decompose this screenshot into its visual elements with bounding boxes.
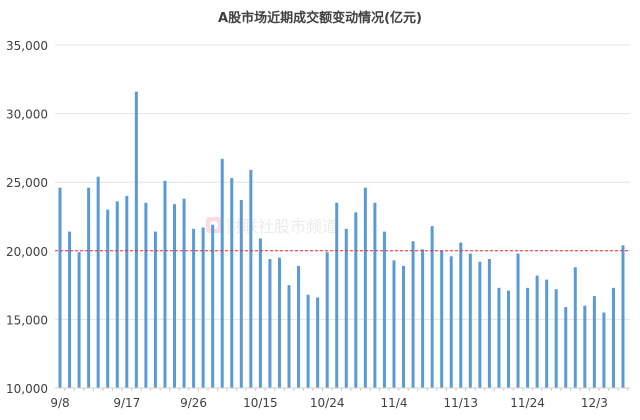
- bar-9/17: [125, 195, 129, 388]
- bar-10/22: [306, 294, 310, 388]
- bar-9/24: [173, 204, 177, 388]
- bar-10/30: [363, 187, 367, 388]
- bar-11/7: [421, 249, 425, 388]
- bar-12/4: [602, 312, 606, 388]
- bar-9/30: [211, 224, 215, 388]
- chart-title: A股市场近期成交额变动情况(亿元): [218, 11, 422, 26]
- x-tick-label: 11/24: [510, 396, 545, 410]
- x-tick-label: 12/3: [581, 396, 608, 410]
- bar-10/15: [258, 238, 262, 388]
- bar-10/29: [354, 212, 358, 388]
- y-tick-label: 35,000: [6, 39, 48, 53]
- bar-12/1: [573, 267, 577, 388]
- bar-10/17: [277, 257, 281, 388]
- x-tick-label: 10/15: [243, 396, 278, 410]
- svg-text:财联社股市频道: 财联社股市频道: [226, 217, 338, 236]
- bar-10/16: [268, 259, 272, 388]
- bar-11/11: [440, 250, 444, 388]
- bar-9/8: [58, 187, 62, 388]
- bar-11/4: [392, 260, 396, 388]
- bar-11/12: [449, 256, 453, 388]
- bar-10/13: [239, 200, 243, 388]
- bar-10/24: [325, 252, 329, 388]
- bar-9/22: [153, 231, 157, 388]
- bar-10/23: [316, 297, 320, 388]
- y-tick-label: 30,000: [6, 108, 48, 122]
- bar-11/26: [545, 279, 549, 388]
- bar-11/3: [382, 231, 386, 388]
- bar-9/16: [115, 201, 119, 388]
- bar-10/27: [335, 202, 339, 388]
- bar-9/19: [144, 202, 148, 388]
- bar-9/23: [163, 180, 167, 388]
- bar-11/28: [564, 307, 568, 388]
- bar-9/11: [87, 187, 91, 388]
- bar-11/13: [459, 242, 463, 388]
- bar-11/10: [430, 226, 434, 388]
- x-tick-label: 9/26: [180, 396, 207, 410]
- y-tick-label: 25,000: [6, 176, 48, 190]
- y-tick-label: 10,000: [6, 382, 48, 396]
- bar-10/21: [297, 265, 301, 388]
- bar-11/25: [535, 275, 539, 388]
- bar-10/10: [230, 178, 234, 388]
- bar-10/14: [249, 169, 253, 388]
- bar-9/18: [134, 91, 138, 388]
- x-tick-label: 9/17: [113, 396, 140, 410]
- bar-10/28: [344, 228, 348, 388]
- bar-11/20: [506, 290, 510, 388]
- bar-10/20: [287, 285, 291, 388]
- bar-11/27: [554, 289, 558, 388]
- bar-12/3: [592, 296, 596, 388]
- x-tick-label: 9/8: [50, 396, 69, 410]
- bar-11/5: [402, 265, 406, 388]
- bar-12/2: [583, 305, 587, 388]
- bar-9/9: [68, 231, 72, 388]
- bar-9/25: [182, 198, 186, 388]
- y-tick-label: 20,000: [6, 245, 48, 259]
- bar-10/9: [220, 158, 224, 388]
- bar-10/31: [373, 202, 377, 388]
- bar-11/14: [468, 253, 472, 388]
- bar-9/12: [96, 176, 100, 388]
- bar-11/21: [516, 253, 520, 388]
- bar-9/29: [201, 227, 205, 388]
- watermark-logo: 财联社股市频道: [206, 217, 338, 236]
- x-tick-label: 11/13: [443, 396, 478, 410]
- bar-11/24: [526, 287, 530, 388]
- bar-12/5: [611, 287, 615, 388]
- bar-11/17: [478, 261, 482, 388]
- bar-11/19: [497, 287, 501, 388]
- bar-11/6: [411, 241, 415, 388]
- x-tick-label: 10/24: [310, 396, 345, 410]
- bar-11/18: [487, 259, 491, 388]
- bar-9/26: [192, 228, 196, 388]
- x-tick-label: 11/4: [381, 396, 408, 410]
- bar-9/15: [106, 209, 110, 388]
- bar-12/8: [621, 245, 625, 388]
- y-tick-label: 15,000: [6, 313, 48, 327]
- bar-9/10: [77, 252, 81, 388]
